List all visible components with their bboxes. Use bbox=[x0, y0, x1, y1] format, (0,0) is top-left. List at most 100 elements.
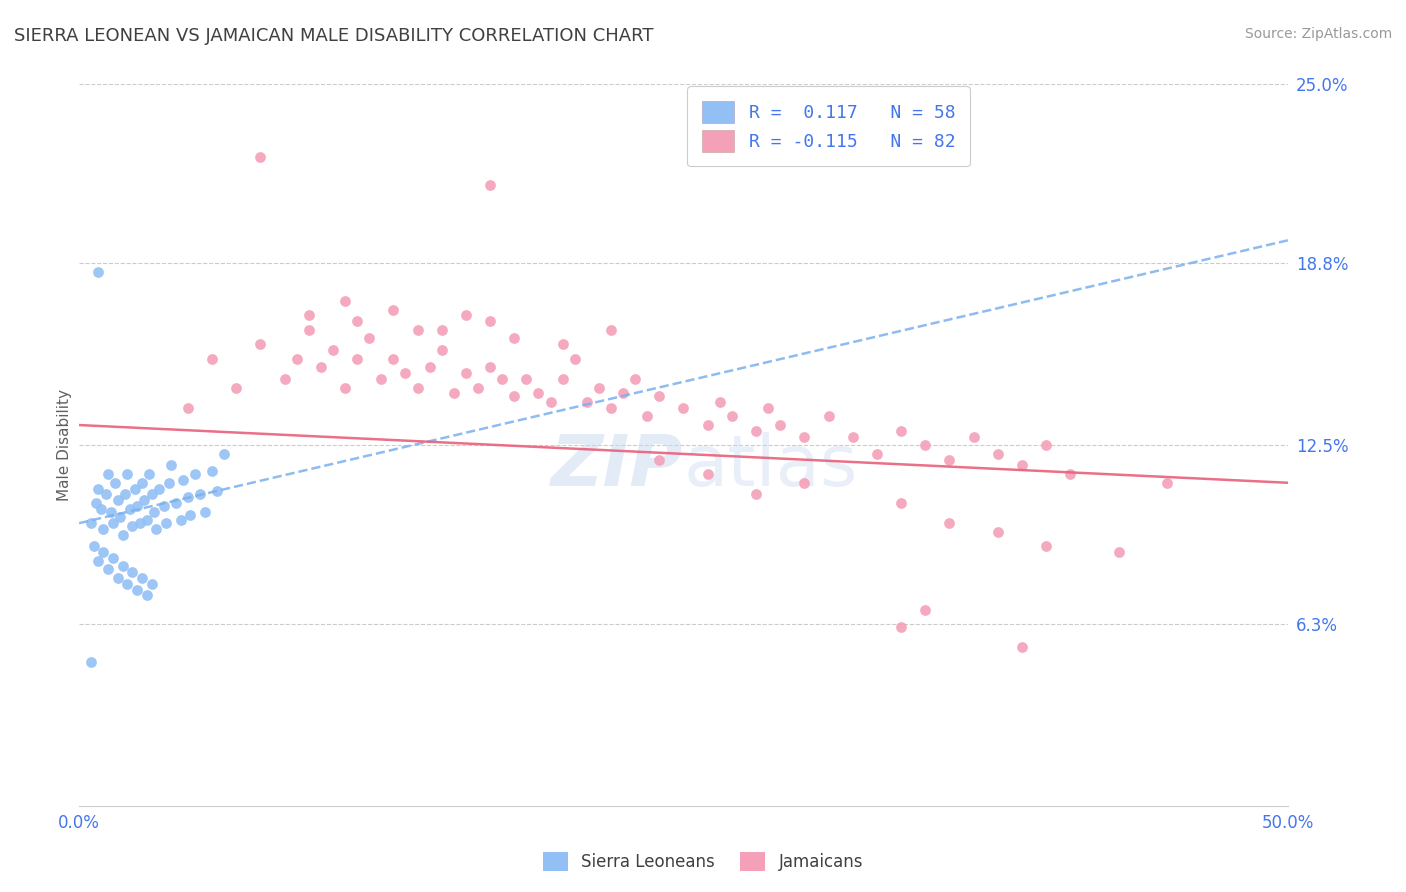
Point bbox=[454, 309, 477, 323]
Text: ZIP: ZIP bbox=[551, 433, 683, 501]
Point bbox=[443, 386, 465, 401]
Point bbox=[564, 351, 586, 366]
Point bbox=[551, 337, 574, 351]
Point bbox=[91, 522, 114, 536]
Point bbox=[600, 323, 623, 337]
Point bbox=[745, 487, 768, 501]
Point bbox=[143, 505, 166, 519]
Point bbox=[101, 550, 124, 565]
Point bbox=[1035, 438, 1057, 452]
Point bbox=[527, 386, 550, 401]
Point bbox=[406, 380, 429, 394]
Point bbox=[382, 302, 405, 317]
Point bbox=[709, 395, 731, 409]
Point bbox=[359, 331, 381, 345]
Point bbox=[131, 475, 153, 490]
Point bbox=[298, 309, 321, 323]
Point bbox=[131, 571, 153, 585]
Point bbox=[97, 562, 120, 576]
Point bbox=[648, 452, 671, 467]
Point bbox=[188, 487, 211, 501]
Point bbox=[370, 372, 392, 386]
Point bbox=[394, 366, 416, 380]
Point bbox=[114, 487, 136, 501]
Point bbox=[111, 559, 134, 574]
Point bbox=[101, 516, 124, 531]
Point bbox=[80, 655, 103, 669]
Point bbox=[1011, 640, 1033, 655]
Point bbox=[135, 588, 157, 602]
Point bbox=[309, 360, 332, 375]
Point bbox=[419, 360, 441, 375]
Point bbox=[285, 351, 308, 366]
Point bbox=[110, 510, 132, 524]
Point bbox=[225, 380, 247, 394]
Point bbox=[866, 447, 889, 461]
Point bbox=[793, 429, 815, 443]
Point bbox=[793, 475, 815, 490]
Point bbox=[127, 499, 149, 513]
Point bbox=[107, 493, 129, 508]
Text: Source: ZipAtlas.com: Source: ZipAtlas.com bbox=[1244, 27, 1392, 41]
Point bbox=[172, 473, 194, 487]
Point bbox=[491, 372, 513, 386]
Point bbox=[80, 516, 103, 531]
Point bbox=[333, 380, 356, 394]
Point bbox=[841, 429, 863, 443]
Point bbox=[87, 482, 110, 496]
Point bbox=[111, 527, 134, 541]
Point bbox=[141, 576, 163, 591]
Point bbox=[551, 372, 574, 386]
Point bbox=[118, 501, 141, 516]
Point bbox=[430, 323, 453, 337]
Point bbox=[503, 389, 526, 403]
Point bbox=[346, 351, 368, 366]
Point bbox=[382, 351, 405, 366]
Point bbox=[333, 293, 356, 308]
Point bbox=[406, 323, 429, 337]
Point bbox=[575, 395, 598, 409]
Point bbox=[914, 438, 936, 452]
Point bbox=[962, 429, 984, 443]
Point bbox=[201, 464, 224, 478]
Point bbox=[152, 499, 174, 513]
Y-axis label: Male Disability: Male Disability bbox=[58, 389, 72, 501]
Point bbox=[148, 482, 170, 496]
Point bbox=[97, 467, 120, 482]
Point bbox=[249, 337, 271, 351]
Point bbox=[145, 522, 167, 536]
Point bbox=[987, 524, 1010, 539]
Point bbox=[890, 424, 912, 438]
Point bbox=[938, 516, 960, 531]
Point bbox=[160, 458, 183, 473]
Point bbox=[94, 487, 117, 501]
Point bbox=[624, 372, 647, 386]
Point bbox=[201, 351, 224, 366]
Point bbox=[165, 496, 187, 510]
Point bbox=[467, 380, 489, 394]
Point bbox=[890, 496, 912, 510]
Point bbox=[745, 424, 768, 438]
Point bbox=[135, 513, 157, 527]
Point bbox=[169, 513, 191, 527]
Point bbox=[1059, 467, 1081, 482]
Legend: Sierra Leoneans, Jamaicans: Sierra Leoneans, Jamaicans bbox=[534, 843, 872, 880]
Point bbox=[696, 418, 718, 433]
Point bbox=[914, 603, 936, 617]
Point bbox=[1156, 475, 1178, 490]
Point bbox=[938, 452, 960, 467]
Point bbox=[134, 493, 156, 508]
Point bbox=[205, 484, 228, 499]
Point bbox=[479, 314, 502, 328]
Point bbox=[127, 582, 149, 597]
Point bbox=[184, 467, 207, 482]
Point bbox=[1035, 539, 1057, 553]
Point bbox=[817, 409, 839, 424]
Point bbox=[138, 467, 160, 482]
Point bbox=[124, 482, 146, 496]
Point bbox=[721, 409, 744, 424]
Point bbox=[273, 372, 295, 386]
Point bbox=[515, 372, 537, 386]
Point bbox=[672, 401, 695, 415]
Point bbox=[696, 467, 718, 482]
